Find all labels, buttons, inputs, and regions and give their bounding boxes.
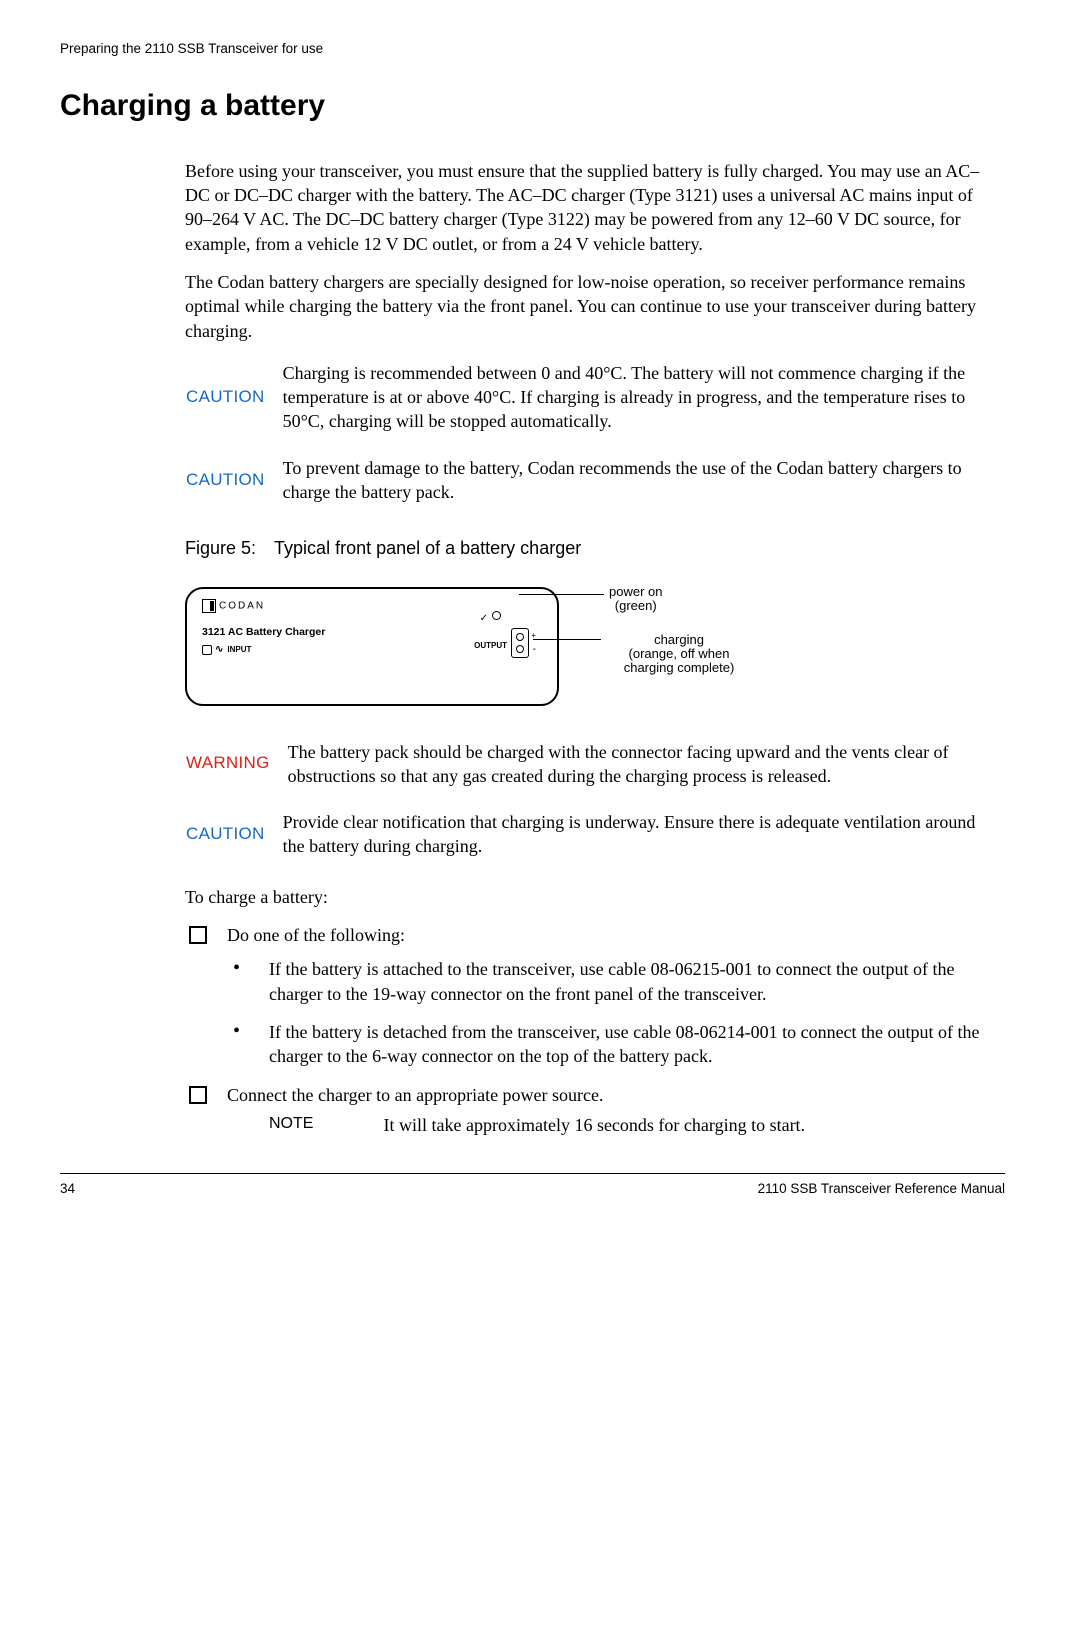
procedure-intro: To charge a battery: [185, 885, 995, 909]
caution-label: CAUTION [185, 806, 283, 863]
caution-text: To prevent damage to the battery, Codan … [283, 452, 995, 509]
note-block: NOTE It will take approximately 16 secon… [269, 1113, 995, 1137]
plus-icon: + [531, 631, 536, 642]
note-label: NOTE [269, 1113, 379, 1135]
charger-brand: CODAN [219, 600, 265, 611]
output-connector-icon: + - [511, 628, 529, 658]
section-title: Charging a battery [60, 86, 1005, 127]
procedure-list: Do one of the following: If the battery … [185, 923, 995, 1137]
caution-label: CAUTION [185, 357, 283, 438]
content-column: Before using your transceiver, you must … [185, 159, 995, 1137]
caution-block-3: CAUTION Provide clear notification that … [185, 806, 995, 863]
substep-text: If the battery is attached to the transc… [269, 959, 955, 1003]
tick-icon: ✓ [480, 612, 488, 626]
warning-block: WARNING The battery pack should be charg… [185, 736, 995, 793]
list-item: Connect the charger to an appropriate po… [185, 1083, 995, 1138]
power-led-icon [492, 611, 501, 620]
figure-annotations: power on(green) charging(orange, off whe… [559, 587, 769, 702]
warning-label: WARNING [185, 736, 288, 793]
figure-number: Figure 5: [185, 538, 256, 558]
list-item: If the battery is detached from the tran… [227, 1020, 995, 1069]
leader-line-icon [533, 639, 601, 640]
caution-block-1: CAUTION Charging is recommended between … [185, 357, 995, 438]
minus-icon: - [533, 643, 536, 657]
codan-logo-icon [202, 599, 216, 613]
charger-logo: CODAN [202, 599, 265, 613]
output-label: OUTPUT [474, 641, 507, 652]
charger-input-row: ∿ INPUT [202, 645, 251, 656]
ac-wave-icon: ∿ [215, 646, 223, 654]
running-header: Preparing the 2110 SSB Transceiver for u… [60, 40, 1005, 58]
list-item: Do one of the following: If the battery … [185, 923, 995, 1068]
charger-figure: CODAN 3121 AC Battery Charger ∿ INPUT ✓ O… [185, 587, 995, 706]
warning-text: The battery pack should be charged with … [288, 736, 995, 793]
figure-title: Typical front panel of a battery charger [274, 538, 581, 558]
caution-text: Charging is recommended between 0 and 40… [283, 357, 995, 438]
list-item: If the battery is attached to the transc… [227, 957, 995, 1006]
footer-doc-title: 2110 SSB Transceiver Reference Manual [758, 1180, 1005, 1198]
input-label: INPUT [227, 645, 251, 654]
annotation-charging: charging(orange, off whencharging comple… [599, 633, 759, 676]
paragraph-2: The Codan battery chargers are specially… [185, 270, 995, 343]
caution-text: Provide clear notification that charging… [283, 806, 995, 863]
leader-line-icon [519, 594, 604, 595]
annotation-power: power on(green) [609, 585, 662, 614]
substep-text: If the battery is detached from the tran… [269, 1022, 980, 1066]
step-text: Do one of the following: [227, 925, 405, 945]
paragraph-1: Before using your transceiver, you must … [185, 159, 995, 256]
input-connector-icon [202, 645, 212, 655]
page-number: 34 [60, 1180, 75, 1198]
step-text: Connect the charger to an appropriate po… [227, 1085, 604, 1105]
page-footer: 34 2110 SSB Transceiver Reference Manual [60, 1173, 1005, 1198]
note-text: It will take approximately 16 seconds fo… [384, 1113, 990, 1137]
caution-block-2: CAUTION To prevent damage to the battery… [185, 452, 995, 509]
sub-list: If the battery is attached to the transc… [227, 957, 995, 1068]
charger-model: 3121 AC Battery Charger [202, 625, 325, 639]
figure-caption: Figure 5: Typical front panel of a batter… [185, 536, 995, 560]
charger-panel: CODAN 3121 AC Battery Charger ∿ INPUT ✓ O… [185, 587, 559, 706]
caution-label: CAUTION [185, 452, 283, 509]
